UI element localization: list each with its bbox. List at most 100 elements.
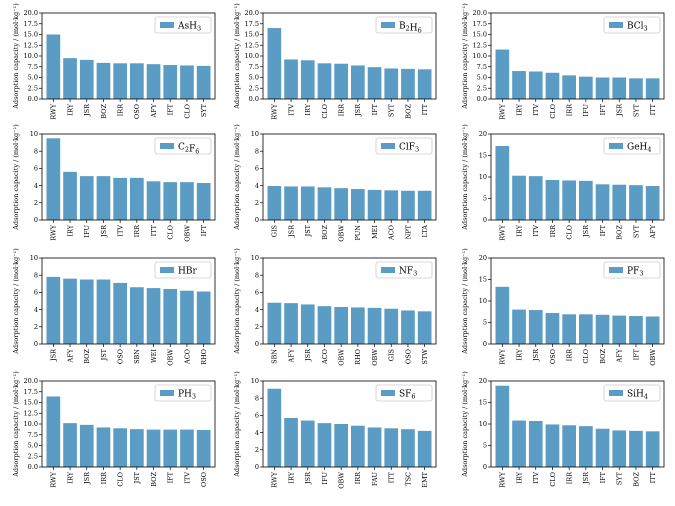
x-tick-label: ITT [649, 471, 657, 483]
y-tick-label: 0 [483, 340, 487, 348]
y-tick-label: 4 [255, 182, 259, 190]
bar-itv [528, 420, 543, 467]
x-tick-label: CLO [549, 472, 557, 487]
x-tick-label: CLO [167, 225, 175, 240]
bar-afy [645, 186, 660, 220]
y-tick-label: 8 [255, 147, 259, 155]
x-tick-label: ITV [287, 104, 295, 116]
y-tick-label: 17.5 [473, 20, 487, 28]
y-tick-label: 15.0 [245, 31, 259, 39]
bar-rho [196, 291, 211, 344]
bar-iry [284, 417, 298, 467]
x-tick-label: JSR [83, 471, 91, 485]
y-tick-label: 0 [483, 216, 487, 224]
legend-swatch [160, 390, 174, 396]
x-tick-label: ITV [532, 225, 540, 237]
bar-oso [196, 430, 211, 467]
bar-irr [113, 63, 127, 99]
legend: NF3 [375, 261, 433, 279]
legend-label: PF3 [627, 267, 643, 278]
y-tick-label: 6 [255, 289, 259, 297]
legend-swatch [609, 267, 623, 273]
y-tick-label: 17.5 [24, 20, 38, 28]
y-tick-label: 12.5 [24, 409, 38, 417]
x-tick-label: AFY [649, 224, 657, 239]
x-tick-label: IRR [565, 348, 573, 361]
bar-wei [146, 288, 161, 344]
bar-jsr [300, 304, 315, 344]
y-tick-label: 6 [34, 289, 38, 297]
plot-frame [490, 380, 665, 468]
bar-clo [545, 424, 560, 467]
legend-swatch [381, 143, 395, 149]
y-tick-label: 10 [30, 130, 38, 138]
bar-irr [334, 63, 348, 99]
y-tick-label: 4 [255, 306, 259, 314]
bar-jsr [79, 424, 94, 467]
bar-syt [384, 68, 399, 99]
x-tick-label: OSO [404, 349, 412, 364]
x-tick-label: RWY [499, 224, 507, 240]
y-tick-label: 10.0 [24, 52, 38, 60]
bar-obw [180, 182, 194, 220]
chart-panel-4: 0 2 4 6 8 10 GIS JSR JST BOZ OBW PUN MEI ACO NPT LTA Ads… [233, 124, 437, 242]
x-tick-label: ACO [321, 349, 329, 365]
y-tick-label: 0 [483, 463, 487, 471]
plot-frame [41, 133, 216, 221]
x-tick-label: IFU [321, 471, 329, 484]
bar-itv [528, 71, 543, 99]
x-tick-label: JST [100, 348, 108, 361]
y-tick-label: 17.5 [24, 388, 38, 396]
bar-ifu [79, 176, 94, 220]
bar-itv [113, 177, 127, 220]
x-tick-label: JSR [100, 224, 108, 238]
bar-obw [645, 316, 660, 344]
y-tick-label: 15.0 [24, 399, 38, 407]
bar-iry [512, 309, 526, 344]
bar-jsr [612, 77, 627, 99]
x-tick-label: CLO [565, 225, 573, 240]
bar-boz [79, 279, 94, 344]
plot-frame [41, 380, 216, 468]
y-tick-label: 0.0 [249, 95, 259, 103]
bar-ift [163, 65, 178, 99]
bar-emt [417, 430, 432, 467]
bar-afy [146, 64, 161, 99]
bar-jsr [46, 276, 61, 344]
x-tick-label: BOZ [599, 349, 607, 364]
bar-ifu [317, 423, 332, 467]
bar-obw [334, 307, 348, 344]
x-tick-label: OBW [371, 349, 379, 366]
x-tick-label: ACO [183, 349, 191, 365]
x-tick-label: GIS [271, 225, 279, 237]
legend: PH3 [154, 384, 212, 402]
x-tick-label: IRR [354, 471, 362, 484]
y-tick-label: 20.0 [24, 377, 38, 385]
bar-afy [612, 315, 627, 344]
y-axis-label: Adsorption capacity / (mol·kg⁻¹) [233, 371, 241, 478]
legend-label: BCl3 [627, 22, 648, 33]
x-tick-label: IRR [100, 471, 108, 484]
x-tick-label: IRR [337, 103, 345, 116]
x-tick-label: WEI [150, 349, 158, 363]
chart-panel-11: 0 5 10 15 20 RWY IRY ITV CLO IRR JSR IFT SYT BOZ ITT Ad… [461, 371, 665, 488]
x-tick-label: AFY [150, 103, 158, 118]
y-tick-label: 20 [479, 377, 487, 385]
y-tick-label: 15 [479, 152, 487, 160]
bar-jsr [579, 180, 593, 220]
legend-label: SiH4 [627, 390, 648, 401]
bar-iry [63, 171, 77, 220]
chart-panel-0: 0.0 2.5 5.0 7.5 10.0 12.5 15.0 17.5 20.0 RWY IRY JS… [12, 3, 216, 120]
bar-obw [334, 424, 348, 467]
legend-box [154, 137, 212, 155]
x-tick-label: LTA [421, 225, 429, 238]
legend-swatch [609, 22, 623, 28]
legend-label: GeH4 [627, 143, 652, 154]
bar-itt [645, 431, 660, 467]
x-tick-label: IFT [167, 471, 175, 483]
y-tick-label: 5 [483, 319, 487, 327]
x-tick-label: OSO [549, 349, 557, 364]
x-tick-label: IFT [167, 103, 175, 115]
bar-jsr [528, 310, 543, 344]
x-tick-label: IFT [200, 224, 208, 236]
